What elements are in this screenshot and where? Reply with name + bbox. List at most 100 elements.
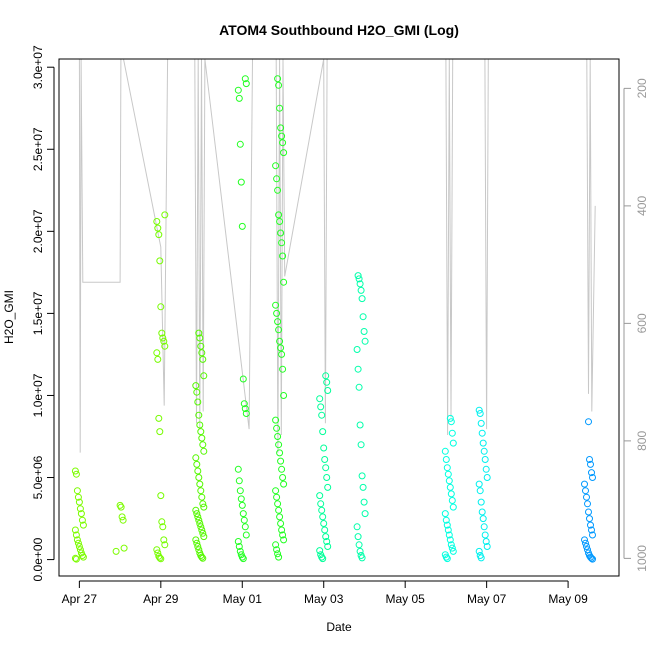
- data-point: [273, 424, 281, 432]
- data-point: [239, 375, 247, 383]
- data-point: [153, 546, 161, 554]
- data-point: [119, 516, 127, 524]
- data-point: [478, 429, 486, 437]
- data-point: [71, 467, 79, 475]
- data-point: [199, 500, 207, 508]
- data-point: [234, 538, 242, 545]
- data-point: [587, 521, 594, 529]
- data-point: [196, 334, 204, 342]
- data-point: [275, 506, 283, 514]
- y-tick-label: 3.0e+07: [31, 45, 45, 89]
- data-point: [192, 382, 200, 390]
- data-point: [276, 104, 284, 112]
- data-point: [195, 411, 203, 419]
- data-point: [361, 510, 369, 518]
- x-tick-label: May 01: [223, 592, 263, 606]
- data-point: [192, 536, 200, 544]
- data-point: [356, 280, 364, 288]
- data-point: [583, 493, 590, 501]
- y2-axis: 200 400 600 800 1000: [623, 78, 649, 572]
- data-point: [356, 421, 364, 429]
- data-point: [155, 231, 163, 239]
- data-point: [199, 529, 207, 537]
- data-point: [443, 464, 451, 472]
- data-point: [358, 295, 366, 303]
- data-point: [443, 521, 451, 529]
- data-point: [235, 94, 243, 102]
- y-tick-label: 2.0e+07: [31, 209, 45, 253]
- data-point: [157, 303, 165, 311]
- data-point: [316, 395, 324, 403]
- point-cluster: [581, 418, 596, 563]
- data-point: [278, 526, 286, 534]
- data-point: [357, 286, 365, 294]
- data-point: [589, 555, 596, 563]
- plot-frame: [58, 58, 620, 577]
- data-point: [442, 553, 450, 561]
- x-tick-label: May 03: [304, 592, 344, 606]
- data-point: [279, 252, 287, 260]
- data-point: [76, 505, 84, 513]
- data-point: [280, 392, 288, 399]
- data-point: [192, 506, 200, 514]
- data-point: [589, 531, 596, 539]
- data-point: [161, 541, 169, 549]
- data-point: [278, 132, 286, 140]
- data-point: [74, 493, 82, 501]
- point-cluster: [353, 272, 369, 562]
- data-point: [273, 175, 281, 183]
- data-point: [277, 520, 285, 527]
- data-point: [195, 516, 203, 524]
- data-point: [153, 349, 161, 357]
- data-point: [235, 477, 243, 485]
- data-point: [318, 553, 326, 561]
- data-point: [323, 538, 331, 545]
- y-tick-label: 1.0e+07: [31, 373, 45, 417]
- data-point: [158, 518, 166, 526]
- data-point: [355, 275, 363, 283]
- chart-title: ATOM4 Southbound H2O_GMI (Log): [219, 22, 459, 38]
- data-point: [275, 81, 283, 89]
- data-point: [583, 543, 590, 550]
- data-point: [238, 222, 246, 230]
- data-point: [586, 515, 593, 523]
- data-point: [587, 460, 594, 468]
- data-point: [588, 554, 595, 562]
- data-point: [581, 480, 588, 488]
- data-point: [157, 492, 165, 500]
- data-point: [193, 460, 201, 468]
- data-point: [73, 536, 81, 544]
- data-point: [444, 470, 452, 478]
- data-point: [442, 516, 450, 524]
- data-point: [197, 342, 205, 350]
- data-point: [358, 472, 366, 480]
- data-point: [481, 456, 489, 463]
- data-point: [581, 536, 588, 544]
- y2-tick-label: 600: [635, 313, 649, 333]
- data-point: [159, 334, 167, 342]
- data-points-layer: [71, 75, 596, 563]
- data-point: [155, 414, 163, 422]
- x-tick-label: Apr 29: [143, 592, 179, 606]
- data-point: [360, 328, 368, 335]
- data-point: [353, 346, 361, 353]
- data-point: [154, 355, 162, 363]
- data-point: [273, 546, 281, 554]
- data-point: [482, 465, 490, 473]
- data-point: [319, 555, 327, 563]
- data-point: [194, 398, 202, 406]
- data-point: [193, 388, 201, 396]
- data-point: [475, 406, 483, 414]
- data-point: [278, 350, 286, 358]
- data-point: [197, 487, 205, 495]
- data-point: [240, 516, 248, 524]
- data-point: [354, 533, 362, 541]
- data-point: [358, 554, 366, 562]
- data-point: [273, 493, 281, 501]
- data-point: [277, 344, 285, 352]
- data-point: [77, 510, 85, 518]
- data-point: [196, 421, 204, 429]
- data-point: [324, 387, 332, 394]
- data-point: [357, 441, 365, 449]
- data-point: [274, 550, 282, 558]
